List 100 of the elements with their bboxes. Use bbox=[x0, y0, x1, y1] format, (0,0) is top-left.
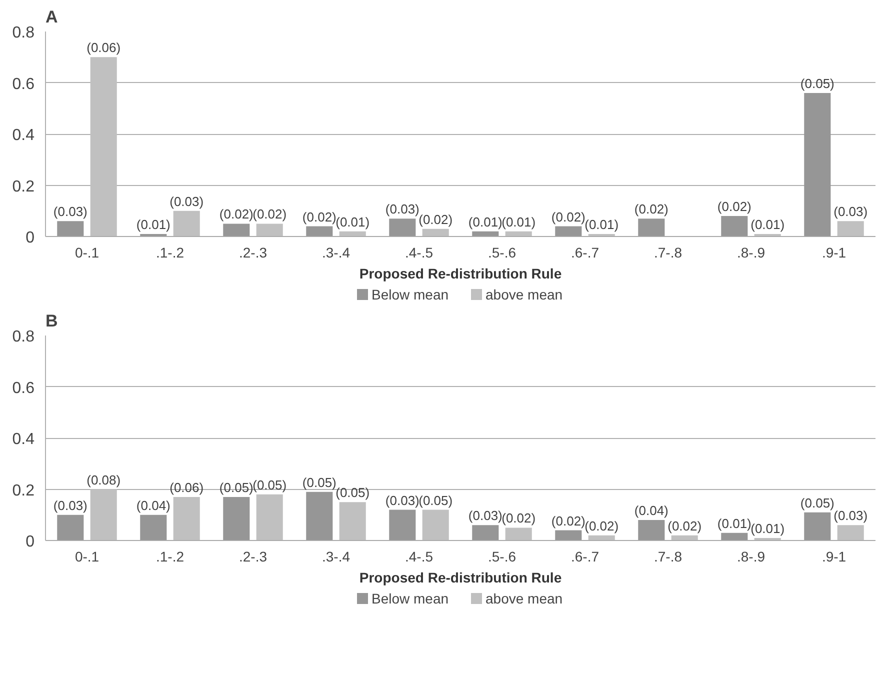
bar bbox=[140, 514, 167, 540]
legend-label: above mean bbox=[486, 590, 563, 606]
x-tick-label: .4-.5 bbox=[404, 548, 434, 564]
bar bbox=[638, 520, 665, 540]
legend-label: Below mean bbox=[372, 286, 449, 302]
x-axis-title: Proposed Re-distribution Rule bbox=[359, 570, 562, 586]
bar bbox=[306, 492, 333, 540]
x-tick-label: .7-.8 bbox=[654, 548, 682, 564]
bar bbox=[721, 216, 748, 236]
y-tick-label: 0.2 bbox=[12, 178, 35, 196]
y-tick-label: 0.4 bbox=[12, 127, 35, 144]
x-axis-title: Proposed Re-distribution Rule bbox=[359, 266, 562, 282]
annotation: (0.05) bbox=[219, 480, 254, 495]
annotation: (0.05) bbox=[336, 485, 370, 500]
annotation: (0.02) bbox=[418, 212, 453, 227]
annotation: (0.01) bbox=[750, 216, 785, 232]
x-tick-label: 0-.1 bbox=[74, 244, 100, 260]
annotation: (0.01) bbox=[502, 214, 536, 230]
y-tick-label: 0.8 bbox=[12, 24, 35, 42]
annotation: (0.03) bbox=[385, 492, 420, 508]
annotation: (0.04) bbox=[136, 498, 170, 513]
x-tick-label: .9-1 bbox=[822, 548, 846, 564]
annotation: (0.03) bbox=[834, 508, 868, 524]
chart-title: A bbox=[46, 8, 58, 26]
annotation: (0.01) bbox=[136, 216, 170, 232]
annotation: (0.01) bbox=[717, 516, 752, 531]
annotation: (0.08) bbox=[86, 472, 121, 488]
bar bbox=[422, 228, 449, 236]
annotation: (0.02) bbox=[551, 513, 586, 528]
x-tick-label: .6-.7 bbox=[570, 244, 600, 260]
bar bbox=[256, 224, 283, 236]
legend-label: above mean bbox=[486, 286, 563, 302]
x-tick-label: .9-1 bbox=[822, 244, 846, 260]
x-tick-label: .7-.8 bbox=[654, 244, 682, 260]
annotation: (0.02) bbox=[717, 199, 752, 214]
annotation: (0.02) bbox=[634, 202, 668, 217]
bar bbox=[505, 528, 532, 540]
x-tick-label: 0-.1 bbox=[74, 548, 100, 564]
annotation: (0.03) bbox=[385, 202, 420, 217]
annotation: (0.02) bbox=[302, 209, 336, 224]
bar bbox=[306, 226, 333, 236]
bar bbox=[223, 224, 250, 236]
x-tick-label: .1-.2 bbox=[156, 244, 184, 260]
bar bbox=[804, 93, 831, 236]
x-tick-label: .8-.9 bbox=[736, 548, 766, 564]
x-tick-label: .5-.6 bbox=[488, 548, 516, 564]
chart-title: B bbox=[46, 312, 58, 330]
annotation: (0.02) bbox=[584, 518, 619, 534]
annotation: (0.04) bbox=[634, 503, 668, 518]
annotation: (0.02) bbox=[252, 206, 287, 222]
bar bbox=[223, 496, 250, 540]
bar bbox=[339, 502, 366, 540]
y-tick-label: 0.6 bbox=[12, 380, 35, 397]
annotation: (0.05) bbox=[800, 76, 834, 91]
annotation: (0.03) bbox=[170, 194, 204, 209]
annotation: (0.05) bbox=[252, 477, 287, 492]
annotation: (0.05) bbox=[800, 495, 834, 510]
y-tick-label: 0 bbox=[26, 534, 35, 550]
annotation: (0.02) bbox=[219, 206, 254, 222]
annotation: (0.03) bbox=[53, 204, 88, 220]
x-tick-label: .4-.5 bbox=[404, 244, 434, 260]
y-tick-label: 0.4 bbox=[12, 431, 35, 448]
bar bbox=[57, 514, 84, 540]
annotation: (0.03) bbox=[834, 204, 868, 220]
x-tick-label: .2-.3 bbox=[238, 548, 268, 564]
y-tick-label: 0.6 bbox=[12, 76, 35, 93]
x-tick-label: .3-.4 bbox=[322, 548, 350, 564]
bar bbox=[837, 525, 864, 540]
annotation: (0.02) bbox=[551, 209, 586, 224]
bar bbox=[555, 530, 582, 540]
y-tick-label: 0.2 bbox=[12, 482, 35, 500]
annotation: (0.02) bbox=[502, 510, 536, 526]
x-tick-label: .6-.7 bbox=[570, 548, 600, 564]
annotation: (0.01) bbox=[750, 520, 785, 536]
x-tick-label: .5-.6 bbox=[488, 244, 516, 260]
bar bbox=[389, 510, 416, 540]
y-tick-label: 0 bbox=[26, 230, 35, 246]
annotation: (0.02) bbox=[668, 518, 702, 534]
annotation: (0.05) bbox=[302, 474, 336, 490]
bar bbox=[638, 218, 665, 236]
x-tick-label: .1-.2 bbox=[156, 548, 184, 564]
bar bbox=[256, 494, 283, 540]
bar bbox=[837, 221, 864, 236]
bar bbox=[173, 210, 200, 236]
bar bbox=[804, 512, 831, 540]
legend-label: Below mean bbox=[372, 590, 449, 606]
x-tick-label: .3-.4 bbox=[322, 244, 350, 260]
x-tick-label: .8-.9 bbox=[736, 244, 766, 260]
bar bbox=[173, 496, 200, 540]
y-tick-label: 0.8 bbox=[12, 328, 35, 346]
x-tick-label: .2-.3 bbox=[238, 244, 268, 260]
annotation: (0.03) bbox=[468, 508, 502, 524]
bar bbox=[472, 525, 499, 540]
bar bbox=[389, 218, 416, 236]
bar bbox=[721, 532, 748, 540]
annotation: (0.06) bbox=[86, 40, 121, 56]
annotation: (0.01) bbox=[468, 214, 502, 230]
annotation: (0.01) bbox=[336, 214, 370, 230]
bar bbox=[422, 510, 449, 540]
bar bbox=[57, 221, 84, 236]
